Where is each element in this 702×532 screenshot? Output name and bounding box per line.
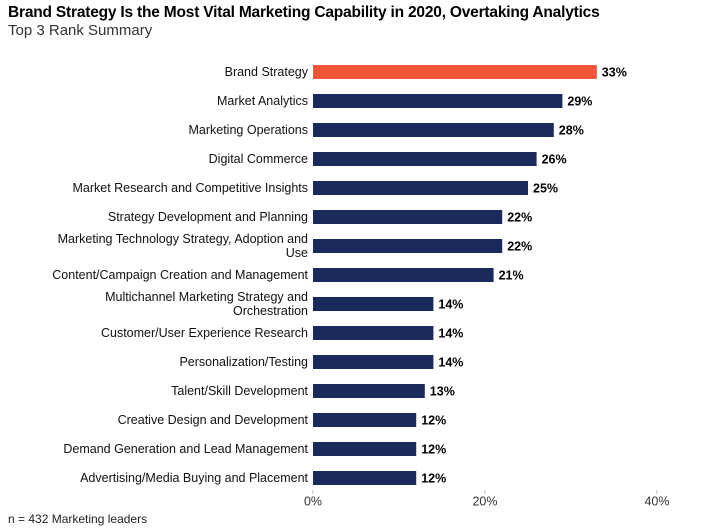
value-label: 26% [542,152,567,166]
chart-title: Brand Strategy Is the Most Vital Marketi… [8,4,600,21]
y-tick-label: Customer/User Experience Research [100,326,308,340]
y-tick-label: Digital Commerce [208,152,308,166]
chart-subtitle: Top 3 Rank Summary [8,22,153,39]
x-tick-label: 20% [472,494,497,508]
y-tick-label: Content/Campaign Creation and Management [52,268,308,282]
y-tick-label: Multichannel Marketing Strategy and Orch… [105,290,308,318]
value-label: 14% [438,326,463,340]
value-label: 29% [567,94,592,108]
bar [313,297,434,311]
y-tick-label: Marketing Operations [188,123,308,137]
value-label: 14% [438,297,463,311]
value-label: 12% [421,413,446,427]
y-tick-label: Marketing Technology Strategy, Adoption … [57,232,308,260]
bar [313,65,597,79]
y-tick-label: Talent/Skill Development [171,384,308,398]
bar [313,239,503,253]
value-label: 22% [507,239,532,253]
y-tick-label: Brand Strategy [224,65,308,79]
value-label: 14% [438,355,463,369]
value-label: 28% [559,123,584,137]
bar [313,152,537,166]
y-tick-label: Strategy Development and Planning [107,210,308,224]
y-tick-label: Advertising/Media Buying and Placement [80,471,308,485]
bar [313,268,494,282]
footnote: n = 432 Marketing leaders [8,512,148,526]
y-tick-label: Market Research and Competitive Insights [72,181,308,195]
bar [313,123,554,137]
bar [313,326,434,340]
bar [313,442,417,456]
y-tick-label: Market Analytics [216,94,308,108]
value-label: 12% [421,442,446,456]
bar [313,210,503,224]
bar [313,94,563,108]
x-tick-label: 0% [304,494,322,508]
value-label: 33% [602,65,627,79]
value-label: 22% [507,210,532,224]
bar [313,471,417,485]
x-tick-label: 40% [644,494,669,508]
bar [313,181,528,195]
bar [313,413,417,427]
y-tick-label: Personalization/Testing [179,355,308,369]
value-label: 21% [499,268,524,282]
value-label: 25% [533,181,558,195]
bar [313,355,434,369]
y-tick-label: Demand Generation and Lead Management [63,442,308,456]
value-label: 13% [430,384,455,398]
value-label: 12% [421,471,446,485]
bar [313,384,425,398]
y-tick-label: Creative Design and Development [117,413,308,427]
